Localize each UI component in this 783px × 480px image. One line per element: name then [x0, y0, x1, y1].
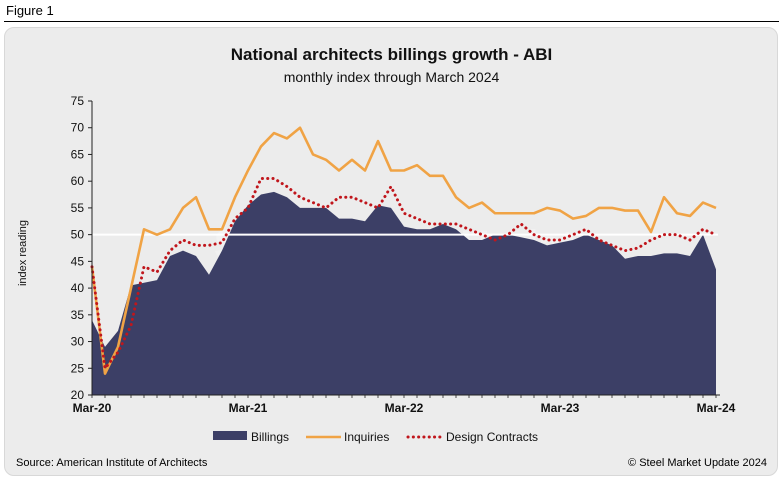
x-tick-label: Mar-20: [73, 401, 112, 415]
y-tick-label: 70: [71, 121, 85, 135]
x-tick-label: Mar-23: [541, 401, 580, 415]
y-tick-label: 35: [71, 308, 85, 322]
x-tick-label: Mar-24: [697, 401, 736, 415]
y-tick-label: 65: [71, 147, 85, 161]
inquiries-line: [90, 126, 717, 375]
y-tick-label: 55: [71, 201, 85, 215]
copyright-note: © Steel Market Update 2024: [628, 457, 767, 469]
x-tick-label: Mar-22: [385, 401, 424, 415]
y-tick-label: 50: [71, 228, 85, 242]
legend-label-billings: Billings: [251, 430, 289, 444]
y-tick-label: 30: [71, 335, 85, 349]
source-note: Source: American Institute of Architects: [16, 457, 208, 469]
y-tick-label: 45: [71, 254, 85, 268]
y-tick-label: 20: [71, 388, 85, 402]
chart-title: National architects billings growth - AB…: [230, 45, 553, 64]
legend-label-inquiries: Inquiries: [344, 430, 389, 444]
top-rule: [4, 21, 779, 22]
billings-area: [92, 191, 716, 395]
y-tick-label: 25: [71, 361, 85, 375]
y-tick-label: 40: [71, 281, 85, 295]
legend-label-design-contracts: Design Contracts: [446, 430, 538, 444]
x-tick-label: Mar-21: [229, 401, 268, 415]
chart-subtitle: monthly index through March 2024: [283, 69, 500, 85]
y-axis-label: index reading: [17, 220, 29, 286]
y-tick-label: 60: [71, 174, 85, 188]
legend-swatch-billings: [213, 431, 247, 440]
y-tick-label: 75: [71, 94, 85, 108]
design-contracts-line: [90, 177, 718, 372]
figure-label: Figure 1: [6, 3, 54, 18]
